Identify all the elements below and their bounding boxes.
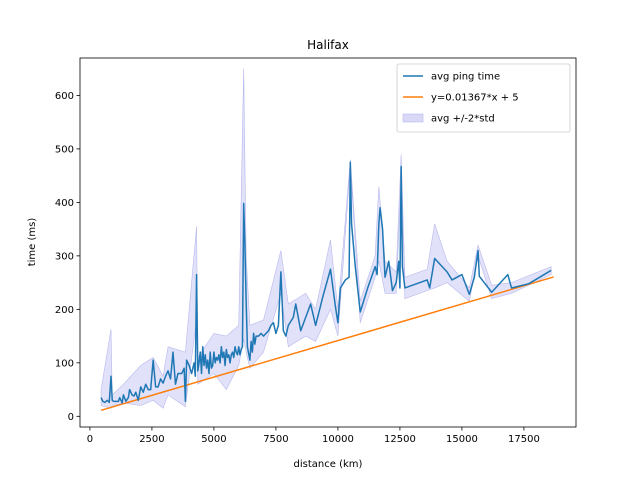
- y-tick-label: 100: [55, 358, 74, 369]
- y-tick-label: 600: [55, 91, 74, 102]
- y-tick-label: 500: [55, 144, 74, 155]
- x-tick-label: 0: [87, 434, 93, 445]
- series-line-avg-ping-time: [100, 161, 552, 404]
- x-tick-label: 17500: [508, 434, 540, 445]
- std-band-area: [100, 68, 552, 409]
- x-tick-label: 10000: [322, 434, 354, 445]
- legend-item-avg-ping-time-label: avg ping time: [431, 72, 500, 83]
- x-tick-label: 7500: [263, 434, 288, 445]
- plot-area: [100, 68, 554, 412]
- legend-item-fit-line-label: y=0.01367*x + 5: [431, 93, 519, 104]
- x-tick-label: 15000: [446, 434, 478, 445]
- x-tick-label: 12500: [384, 434, 416, 445]
- x-axis-label: distance (km): [294, 459, 363, 470]
- axes-layer: 0 2500 5000 7500 10000 12500 15000 17500 0 100 200…: [55, 57, 577, 445]
- fit-line: [100, 276, 554, 412]
- y-tick-label: 300: [55, 251, 74, 262]
- axes-frame: [79, 57, 577, 428]
- y-tick-label: 0: [68, 412, 74, 423]
- y-tick-label: 200: [55, 305, 74, 316]
- legend: avg ping time y=0.01367*x + 5 avg +/-2*std: [396, 63, 571, 133]
- legend-box: [396, 63, 571, 133]
- chart-title: Halifax: [307, 38, 349, 52]
- y-tick-label: 400: [55, 198, 74, 209]
- y-axis-label: time (ms): [27, 218, 38, 267]
- plot-layer: [100, 68, 554, 412]
- x-tick-label: 5000: [201, 434, 226, 445]
- legend-item-std-band-swatch: [402, 113, 424, 123]
- legend-item-std-band-label: avg +/-2*std: [431, 114, 495, 125]
- x-tick-label: 2500: [139, 434, 164, 445]
